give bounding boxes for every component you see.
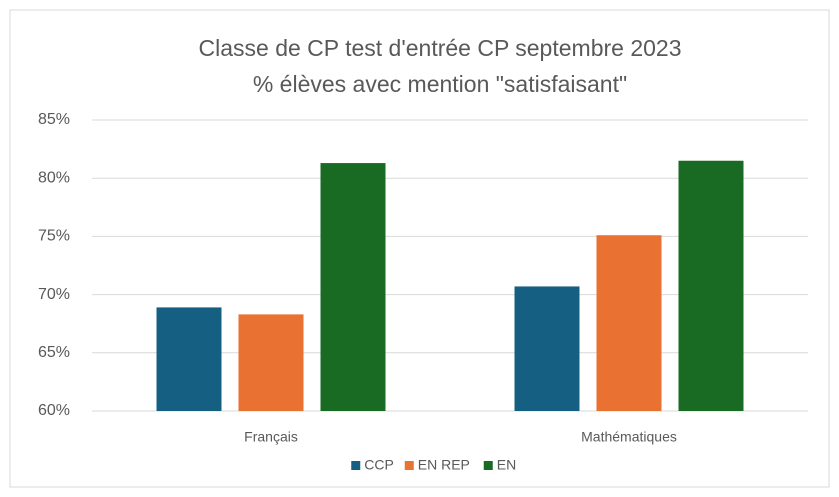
bar: [156, 307, 222, 411]
chart-title: Classe de CP test d'entrée CP septembre …: [199, 35, 682, 61]
legend-label: EN: [497, 457, 516, 473]
y-tick-label: 75%: [38, 228, 70, 245]
bar: [678, 160, 744, 411]
legend-label: CCP: [364, 457, 394, 473]
y-tick-label: 80%: [38, 169, 70, 186]
y-tick-label: 70%: [38, 286, 70, 303]
legend-label: EN REP: [418, 457, 470, 473]
y-tick-label: 65%: [38, 344, 70, 361]
bar: [514, 286, 580, 411]
bar: [238, 314, 304, 411]
y-tick-label: 85%: [38, 111, 70, 128]
y-tick-label: 60%: [38, 402, 70, 419]
legend-swatch: [483, 461, 493, 470]
chart-subtitle: % élèves avec mention "satisfaisant": [253, 71, 627, 97]
legend-swatch: [404, 461, 414, 470]
x-tick-label: Mathématiques: [581, 429, 677, 445]
bar: [596, 235, 662, 411]
x-tick-label: Français: [244, 429, 298, 445]
bar: [320, 163, 386, 411]
legend-swatch: [351, 461, 361, 470]
